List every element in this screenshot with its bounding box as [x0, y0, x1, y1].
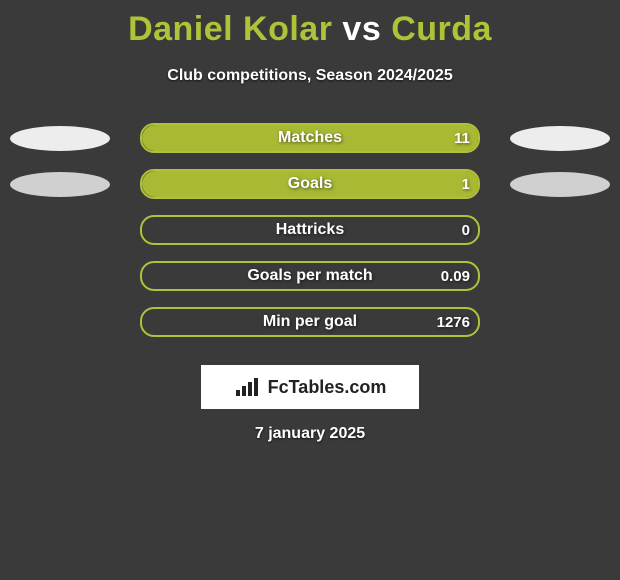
stat-bar: Goals per match 0.09 [140, 261, 480, 291]
title-vs: vs [342, 10, 381, 48]
stat-label: Goals [142, 171, 478, 197]
page-title: Daniel Kolar vs Curda [0, 0, 620, 49]
stat-value: 0 [462, 217, 470, 243]
logo-box: FcTables.com [201, 365, 419, 409]
stat-row: Min per goal 1276 [0, 299, 620, 345]
stat-row: Goals per match 0.09 [0, 253, 620, 299]
stat-bar: Matches 11 [140, 123, 480, 153]
stat-rows: Matches 11 Goals 1 Hattricks 0 Goals per… [0, 115, 620, 345]
logo-bars-icon [234, 376, 262, 398]
stat-label: Goals per match [142, 263, 478, 289]
title-player-left: Daniel Kolar [128, 10, 332, 48]
ellipse-left [10, 172, 110, 197]
stat-row: Matches 11 [0, 115, 620, 161]
date-label: 7 january 2025 [0, 425, 620, 443]
ellipse-left [10, 126, 110, 151]
stat-row: Goals 1 [0, 161, 620, 207]
subtitle: Club competitions, Season 2024/2025 [0, 67, 620, 85]
stat-row: Hattricks 0 [0, 207, 620, 253]
stat-bar: Goals 1 [140, 169, 480, 199]
stat-label: Matches [142, 125, 478, 151]
stat-bar: Min per goal 1276 [140, 307, 480, 337]
stat-value: 1276 [437, 309, 470, 335]
stat-value: 11 [454, 125, 470, 151]
stat-label: Hattricks [142, 217, 478, 243]
stat-label: Min per goal [142, 309, 478, 335]
stat-bar: Hattricks 0 [140, 215, 480, 245]
stat-value: 1 [462, 171, 470, 197]
ellipse-right [510, 126, 610, 151]
logo-text: FcTables.com [268, 377, 387, 398]
stat-value: 0.09 [441, 263, 470, 289]
title-player-right: Curda [391, 10, 492, 48]
ellipse-right [510, 172, 610, 197]
